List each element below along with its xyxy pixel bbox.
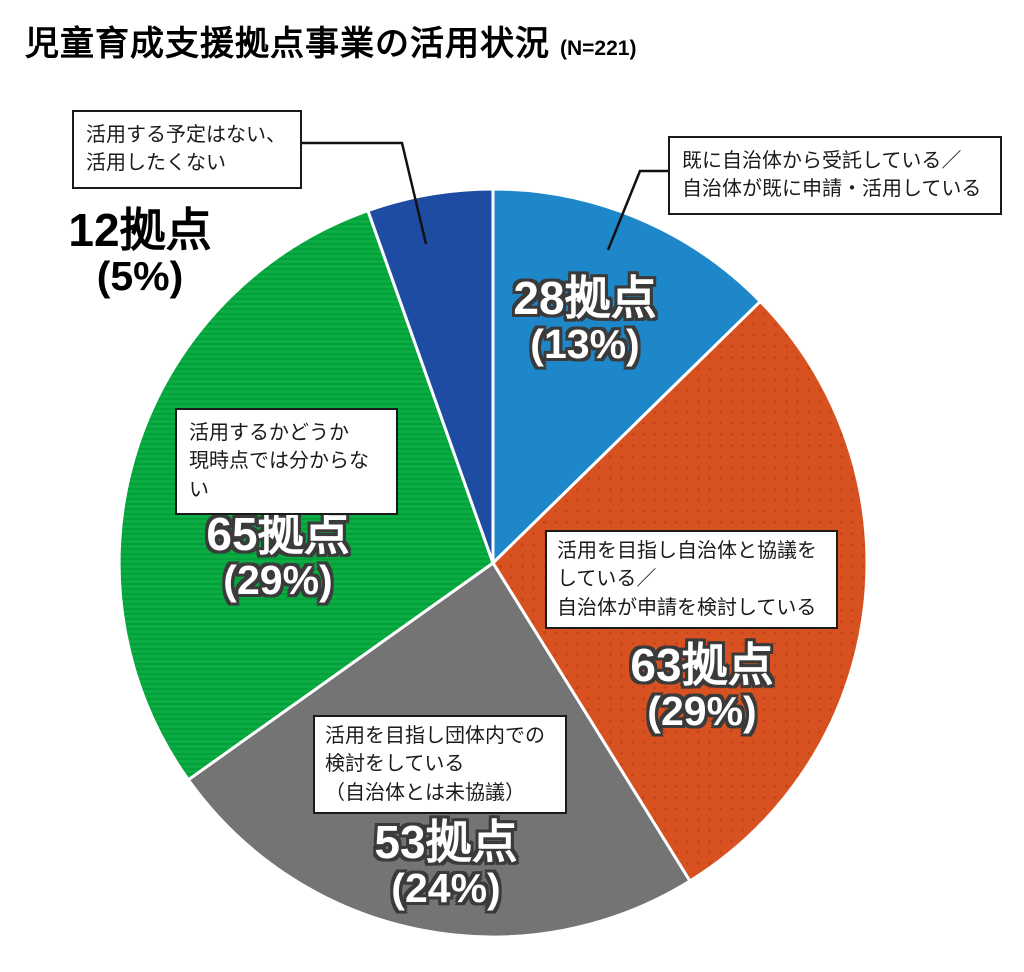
leader-line-already [606, 169, 668, 251]
value-12: 12拠点 [68, 204, 212, 256]
value-63: 63拠点 [630, 639, 774, 691]
pie-label-63: 63拠点 (29%) [630, 641, 773, 733]
pie-slice-4 [366, 187, 495, 565]
callout-already-used: 既に自治体から受託している／ 自治体が既に申請・活用している [668, 136, 1002, 215]
callout-undecided: 活用するかどうか 現時点では分からない [175, 408, 398, 516]
leader-line-no-plan [302, 141, 428, 245]
pie-slice-0 [491, 187, 762, 565]
value-65: 65拠点 [206, 508, 350, 560]
value-28: 28拠点 [513, 272, 657, 324]
callout-internal-review: 活用を目指し団体内での 検討をしている （自治体とは未協議） [313, 715, 567, 815]
chart-title: 児童育成支援拠点事業の活用状況 [25, 25, 550, 63]
pie-label-65: 65拠点 (29%) [206, 510, 349, 602]
pct-28: (13%) [530, 321, 640, 367]
callout-no-plan: 活用する予定はない、 活用したくない [72, 110, 302, 189]
pie-label-28: 28拠点 (13%) [513, 274, 656, 366]
page-title: 児童育成支援拠点事業の活用状況 (N=221) [25, 16, 636, 65]
pct-63: (29%) [647, 688, 757, 734]
callout-discussing: 活用を目指し自治体と協議を している／ 自治体が申請を検討している [545, 530, 838, 630]
pct-65: (29%) [223, 557, 333, 603]
pct-53: (24%) [391, 865, 501, 911]
pie-label-12: 12拠点 (5%) [68, 206, 211, 298]
sample-size-label: (N=221) [560, 37, 637, 60]
value-53: 53拠点 [374, 816, 518, 868]
pie-label-53: 53拠点 (24%) [374, 818, 517, 910]
pct-12: (5%) [96, 253, 184, 299]
